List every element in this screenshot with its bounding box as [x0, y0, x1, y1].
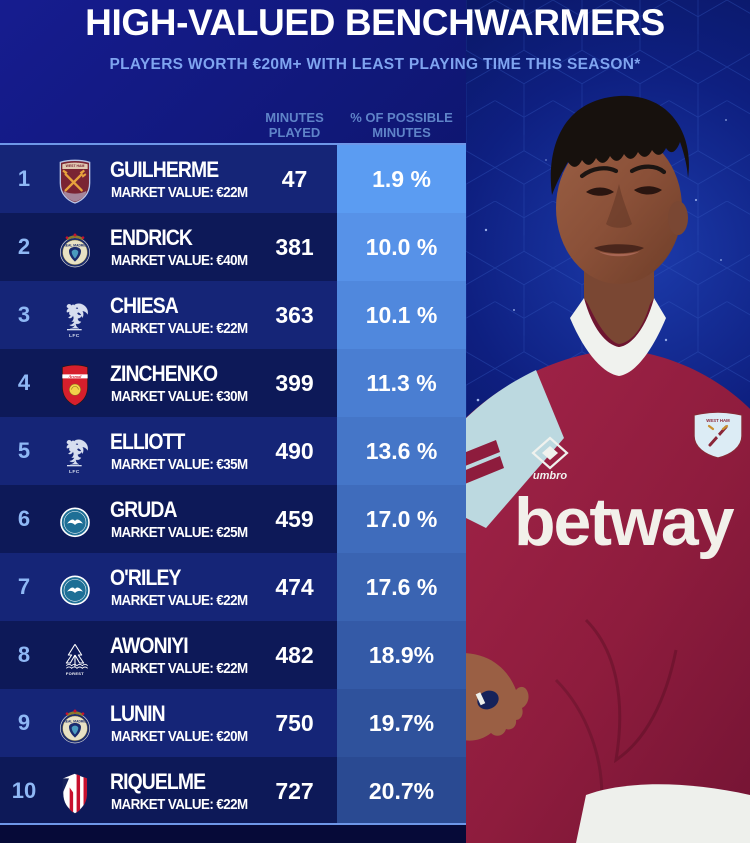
svg-text:REAL MADRID: REAL MADRID: [63, 243, 87, 247]
svg-text:REAL MADRID: REAL MADRID: [63, 719, 87, 723]
svg-text:WEST HAM: WEST HAM: [66, 164, 85, 168]
svg-text:LFC: LFC: [69, 333, 80, 339]
svg-text:LFC: LFC: [69, 469, 80, 475]
svg-text:Arsenal: Arsenal: [68, 374, 83, 379]
svg-text:betway: betway: [514, 484, 735, 560]
svg-text:FOREST: FOREST: [66, 671, 84, 676]
svg-text:WEST HAM: WEST HAM: [706, 418, 730, 423]
svg-text:umbro: umbro: [533, 470, 568, 482]
